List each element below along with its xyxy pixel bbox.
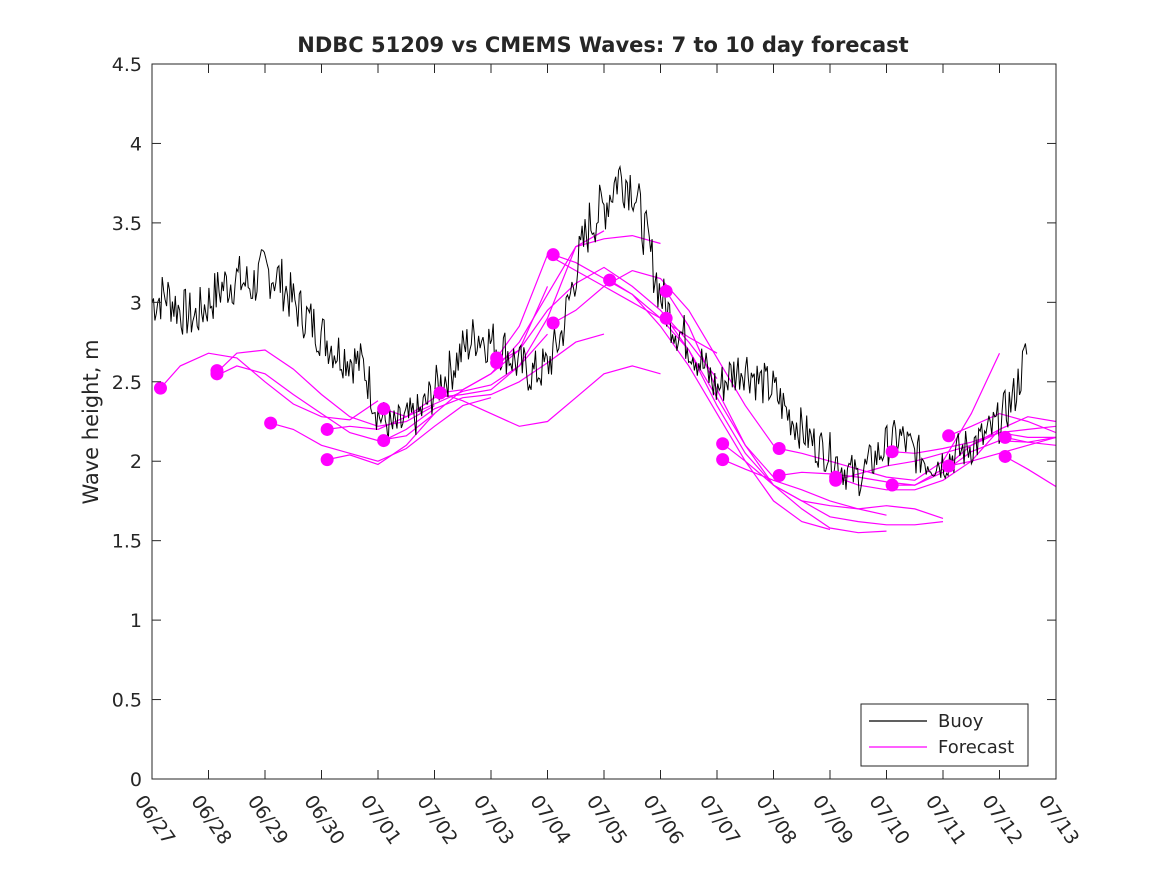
y-tick-label-2: 1 xyxy=(130,610,142,632)
forecast-marker-6 xyxy=(320,453,334,467)
y-tick-label-5: 2.5 xyxy=(112,372,142,394)
x-tick-label-14: 07/11 xyxy=(921,791,970,848)
forecast-marker-29 xyxy=(998,449,1012,463)
forecast-line-3 xyxy=(216,365,435,442)
legend-label-2: Forecast xyxy=(938,737,1014,758)
forecast-line-1 xyxy=(160,352,379,421)
chart-title: NDBC 51209 vs CMEMS Waves: 7 to 10 day f… xyxy=(297,33,908,57)
x-tick-label-4: 07/01 xyxy=(356,791,405,848)
forecast-marker-27 xyxy=(942,459,956,473)
legend-label-1: Buoy xyxy=(938,711,984,732)
forecast-line-17 xyxy=(665,317,887,516)
x-tick-label-2: 06/29 xyxy=(243,791,292,848)
forecast-line-15 xyxy=(609,279,831,531)
forecast-marker-21 xyxy=(772,469,786,483)
y-tick-label-8: 4 xyxy=(130,133,142,155)
forecast-marker-15 xyxy=(603,273,617,287)
forecast-marker-4 xyxy=(264,416,278,430)
x-tick-label-1: 06/28 xyxy=(186,791,235,848)
forecast-line-19 xyxy=(722,459,944,519)
forecast-line-6 xyxy=(326,286,549,466)
forecast-marker-1 xyxy=(153,381,167,395)
x-tick-label-7: 07/04 xyxy=(525,791,574,848)
forecast-line-23 xyxy=(835,425,1056,481)
x-tick-label-15: 07/12 xyxy=(977,791,1026,848)
forecast-line-8 xyxy=(383,333,605,442)
forecast-line-10 xyxy=(439,365,661,427)
y-tick-label-7: 3.5 xyxy=(112,213,142,235)
forecast-marker-17 xyxy=(659,311,673,325)
forecast-marker-14 xyxy=(546,316,560,330)
forecast-marker-20 xyxy=(772,442,786,456)
x-tick-label-6: 07/03 xyxy=(469,791,518,848)
forecast-line-7 xyxy=(383,230,605,418)
y-axis-label: Wave height, m xyxy=(79,339,103,504)
forecast-marker-18 xyxy=(716,437,730,451)
x-tick-label-9: 07/06 xyxy=(638,791,687,848)
y-tick-label-9: 4.5 xyxy=(112,54,142,76)
plot-content xyxy=(152,164,1056,534)
forecast-marker-10 xyxy=(433,386,447,400)
forecast-line-5 xyxy=(327,333,548,431)
forecast-marker-3 xyxy=(210,367,224,381)
y-tick-label-3: 1.5 xyxy=(112,531,142,553)
forecast-line-28 xyxy=(1004,436,1056,443)
x-tick-label-10: 07/07 xyxy=(695,791,744,848)
x-tick-label-5: 07/02 xyxy=(412,791,461,848)
forecast-marker-25 xyxy=(885,478,899,492)
forecast-line-4 xyxy=(270,397,492,462)
plot-area xyxy=(152,164,1056,534)
forecast-marker-12 xyxy=(490,356,504,370)
forecast-marker-26 xyxy=(942,429,956,443)
forecast-marker-24 xyxy=(885,445,899,459)
y-tick-label-4: 2 xyxy=(130,451,142,473)
legend-box xyxy=(860,703,1029,767)
forecast-line-26 xyxy=(948,412,1056,437)
forecast-marker-8 xyxy=(377,434,391,448)
forecast-line-22 xyxy=(835,416,1056,491)
forecast-marker-13 xyxy=(546,248,560,262)
forecast-marker-28 xyxy=(998,430,1012,444)
forecast-line-14 xyxy=(552,269,774,446)
forecast-marker-5 xyxy=(320,422,334,436)
x-tick-label-16: 07/13 xyxy=(1034,791,1083,848)
y-tick-label-1: 0.5 xyxy=(112,690,142,712)
forecast-marker-19 xyxy=(716,453,730,467)
forecast-marker-23 xyxy=(829,473,843,487)
forecast-line-12 xyxy=(496,266,718,379)
x-tick-label-0: 06/27 xyxy=(130,791,179,848)
forecast-line-9 xyxy=(440,234,661,394)
forecast-marker-7 xyxy=(377,402,391,416)
buoy-line xyxy=(152,164,1028,497)
forecast-marker-16 xyxy=(659,284,673,298)
forecast-line-20 xyxy=(778,352,1001,481)
x-tick-label-11: 07/08 xyxy=(751,791,800,848)
x-tick-label-13: 07/10 xyxy=(864,791,913,848)
x-tick-label-12: 07/09 xyxy=(808,791,857,848)
forecast-line-18 xyxy=(722,443,944,526)
forecast-line-29 xyxy=(1004,455,1056,488)
axes-box xyxy=(151,63,1057,780)
y-tick-label-6: 3 xyxy=(130,292,142,314)
legend: Buoy Forecast xyxy=(860,703,1029,767)
x-tick-label-8: 07/05 xyxy=(582,791,631,848)
y-tick-label-0: 0 xyxy=(130,769,142,791)
x-tick-label-3: 06/30 xyxy=(299,791,348,848)
